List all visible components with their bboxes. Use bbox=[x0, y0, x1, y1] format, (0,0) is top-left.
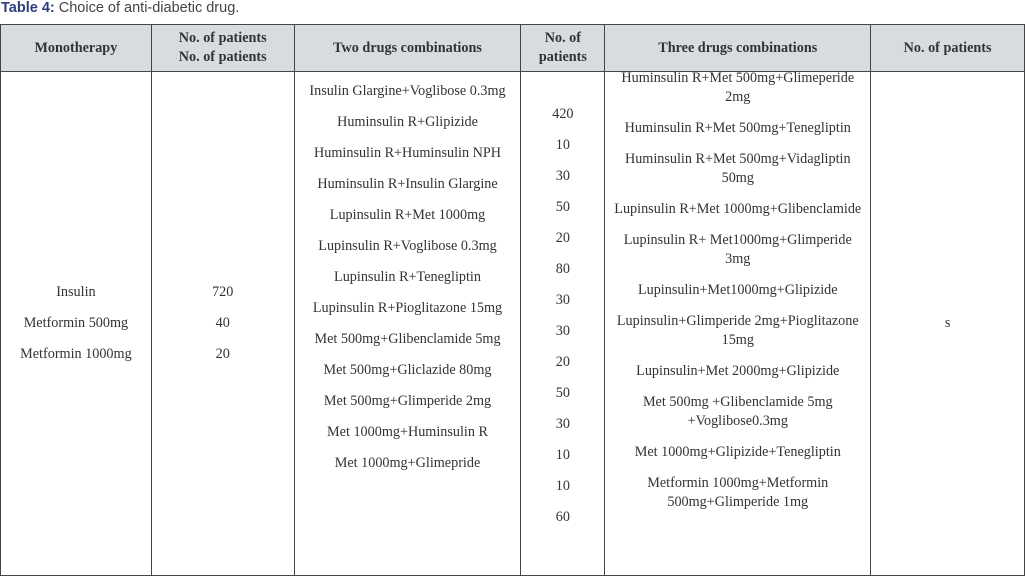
table-caption: Table 4: Choice of anti-diabetic drug. bbox=[1, 0, 239, 16]
header-three-drugs: Three drugs combinations bbox=[604, 24, 872, 72]
two-drug-combination: Lupinsulin R+Voglibose 0.3mg bbox=[318, 238, 497, 254]
monotherapy-cell: Insulin Metformin 500mg Metformin 1000mg bbox=[0, 71, 152, 576]
patient-count: 40 bbox=[215, 315, 230, 331]
patient-count: 10 bbox=[555, 447, 570, 463]
header-two-patients: No. of patients bbox=[520, 24, 606, 72]
patient-count: 30 bbox=[555, 416, 570, 432]
two-drug-combination: Met 500mg+Glimperide 2mg bbox=[323, 393, 492, 409]
three-drug-combination: Met 1000mg+Glipizide+Tenegliptin bbox=[634, 444, 841, 460]
three-drugs-cell: Huminsulin R+Met 500mg+Glimeperide 2mg Hu… bbox=[604, 70, 872, 576]
two-drug-combination: Lupinsulin R+Met 1000mg bbox=[329, 207, 486, 223]
three-drug-combination: Huminsulin R+Met 500mg+Glimeperide 2mg bbox=[621, 70, 855, 105]
header-row: Monotherapy No. of patients No. of patie… bbox=[0, 24, 1025, 72]
three-drug-combination: Huminsulin R+Met 500mg+Vidagliptin 50mg bbox=[624, 151, 851, 186]
three-drug-combination: Huminsulin R+Met 500mg+Tenegliptin bbox=[624, 120, 851, 136]
monotherapy-item: Metformin 500mg bbox=[23, 315, 129, 331]
two-drug-combination: Huminsulin R+Huminsulin NPH bbox=[314, 145, 501, 161]
patient-count: 60 bbox=[555, 509, 570, 525]
three-drug-combination: Lupinsulin+Met 2000mg+Glipizide bbox=[636, 363, 840, 379]
two-drug-combination: Huminsulin R+Insulin Glargine bbox=[317, 176, 498, 192]
two-drug-combination: Huminsulin R+Glipizide bbox=[337, 114, 478, 130]
patient-count: 20 bbox=[555, 354, 570, 370]
caption-text: Choice of anti-diabetic drug. bbox=[54, 0, 240, 16]
two-drug-combination: Met 500mg+Glibenclamide 5mg bbox=[314, 331, 501, 347]
table-row: Insulin Metformin 500mg Metformin 1000mg 7… bbox=[0, 70, 1025, 576]
patient-count: 50 bbox=[555, 199, 570, 215]
mono-patients-cell: 720 40 20 bbox=[150, 71, 295, 576]
two-patients-cell: 420 10 30 50 20 80 30 30 20 50 30 10 10 60 bbox=[520, 71, 606, 576]
patient-count: 20 bbox=[215, 346, 230, 362]
two-drug-combination: Insulin Glargine+Voglibose 0.3mg bbox=[309, 83, 506, 99]
patient-count: 420 bbox=[552, 106, 574, 122]
three-drug-combination: Lupinsulin+Met1000mg+Glipizide bbox=[637, 282, 838, 298]
patient-count: 10 bbox=[555, 478, 570, 494]
two-drug-combination: Met 500mg+Gliclazide 80mg bbox=[323, 362, 492, 378]
header-mono-patients: No. of patients No. of patients bbox=[150, 24, 295, 72]
patient-count: 10 bbox=[555, 137, 570, 153]
header-three-patients: No. of patients bbox=[870, 24, 1025, 72]
two-drug-combination: Met 1000mg+Huminsulin R bbox=[327, 424, 488, 440]
patient-count: 30 bbox=[555, 168, 570, 184]
three-patients-cell: s bbox=[870, 71, 1025, 576]
patient-count: 30 bbox=[555, 292, 570, 308]
three-drug-combination: Met 500mg +Glibenclamide 5mg +Voglibose0… bbox=[642, 394, 833, 429]
patient-count: 20 bbox=[555, 230, 570, 246]
three-drug-combination: Metformin 1000mg+Metformin 500mg+Glimper… bbox=[647, 475, 829, 510]
three-drug-combination: Lupinsulin+Glimperide 2mg+Pioglitazone 1… bbox=[616, 313, 859, 348]
header-two-drugs: Two drugs combinations bbox=[293, 24, 522, 72]
patient-count: 30 bbox=[555, 323, 570, 339]
patient-count: 80 bbox=[555, 261, 570, 277]
monotherapy-item: Insulin bbox=[56, 284, 96, 300]
patient-count: 720 bbox=[212, 284, 234, 300]
two-drug-combination: Met 1000mg+Glimepride bbox=[334, 455, 481, 471]
two-drug-combination: Lupinsulin R+Pioglitazone 15mg bbox=[312, 300, 503, 316]
header-monotherapy: Monotherapy bbox=[0, 24, 152, 72]
drug-table: Monotherapy No. of patients No. of patie… bbox=[0, 24, 1025, 576]
two-drugs-cell: Insulin Glargine+Voglibose 0.3mg Huminsul… bbox=[293, 71, 522, 576]
three-drug-combination: Lupinsulin R+ Met1000mg+Glimperide 3mg bbox=[623, 232, 852, 267]
patient-count: 50 bbox=[555, 385, 570, 401]
two-drug-combination: Lupinsulin R+Tenegliptin bbox=[334, 269, 481, 285]
caption-label: Table 4: bbox=[1, 0, 55, 16]
monotherapy-item: Metformin 1000mg bbox=[20, 346, 132, 362]
three-drug-combination: Lupinsulin R+Met 1000mg+Glibenclamide bbox=[614, 201, 862, 217]
